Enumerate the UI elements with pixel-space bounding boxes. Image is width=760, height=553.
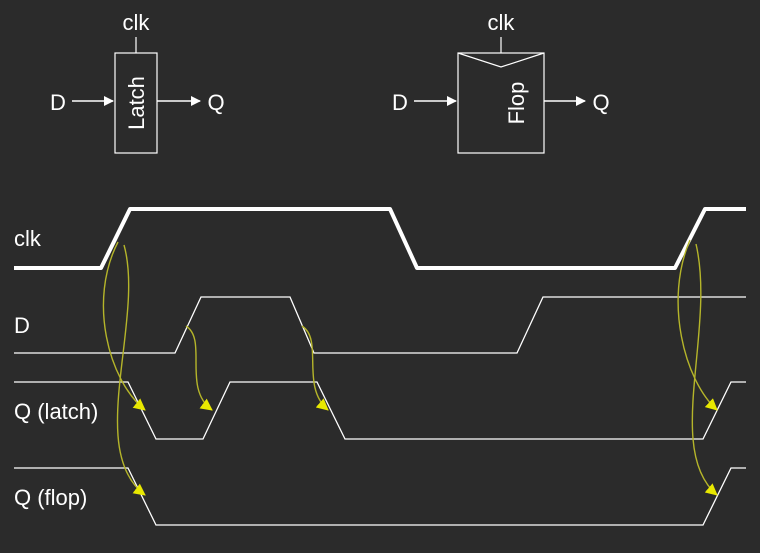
waveform-d — [14, 296, 746, 354]
waveform-q-latch — [14, 381, 746, 440]
latch-clk-label: clk — [123, 10, 151, 35]
latch-name: Latch — [124, 76, 149, 130]
causality-arrow-clk2-to-q-flop — [691, 243, 718, 496]
latch-symbol: clk D Latch Q — [50, 10, 225, 154]
flop-d-label: D — [392, 90, 408, 115]
latch-d-label: D — [50, 90, 66, 115]
waveform-clk — [14, 207, 746, 270]
waveform-q-flop — [14, 467, 746, 526]
causality-arrow-d-fall-to-q-latch — [301, 325, 329, 411]
signal-label-clk: clk — [14, 226, 42, 251]
causality-arrow-clk-to-q-latch — [102, 241, 146, 411]
latch-q-label: Q — [207, 90, 224, 115]
flop-name: Flop — [504, 82, 529, 125]
flop-clk-label: clk — [488, 10, 516, 35]
flop-symbol: clk D Flop Q — [392, 10, 610, 154]
flop-box — [457, 52, 545, 154]
flop-q-label: Q — [592, 90, 609, 115]
signal-label-q-flop: Q (flop) — [14, 485, 87, 510]
causality-arrows — [102, 239, 718, 496]
signal-label-q-latch: Q (latch) — [14, 399, 98, 424]
causality-arrow-clk2-to-q-latch — [677, 239, 718, 411]
signal-label-d: D — [14, 313, 30, 338]
flop-clock-triangle — [457, 52, 545, 68]
causality-arrow-clk-to-q-flop — [116, 244, 146, 496]
causality-arrow-d-rise-to-q-latch — [185, 325, 213, 411]
